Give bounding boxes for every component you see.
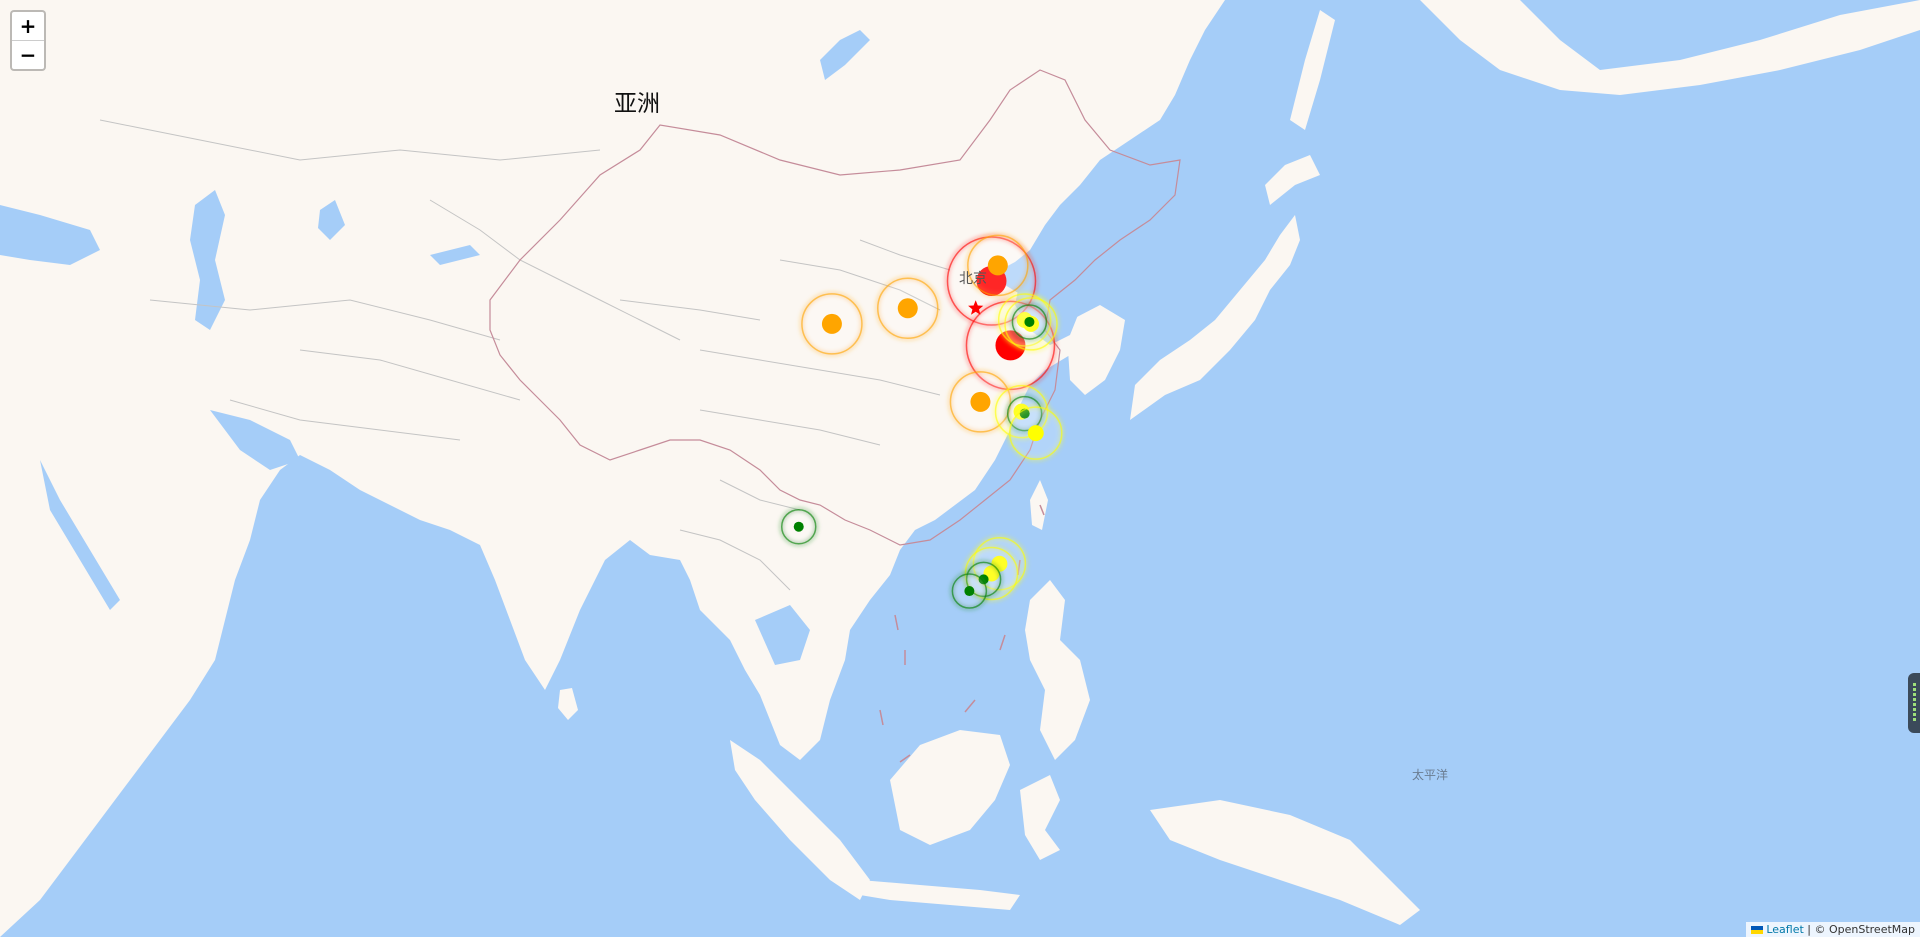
marker-sichuan-green[interactable]: [779, 507, 818, 546]
marker-ningxia[interactable]: [799, 291, 864, 356]
leaflet-link[interactable]: Leaflet: [1766, 923, 1804, 936]
marker-guangdong-green-dot: [964, 586, 975, 597]
zoom-control: + −: [10, 10, 46, 71]
capital-star-icon: [968, 300, 984, 315]
ukraine-flag-icon: [1751, 926, 1764, 934]
side-panel-toggle[interactable]: [1908, 673, 1920, 733]
city-label-beijing: 北京: [959, 271, 987, 287]
marker-guangdong-green[interactable]: [950, 572, 989, 611]
marker-sichuan-green-dot: [793, 521, 804, 532]
marker-henan-dot: [970, 391, 991, 412]
marker-bohai-green-dot: [1024, 316, 1035, 327]
marker-inner-mongolia-dot: [897, 298, 918, 319]
marker-hebei-north[interactable]: [965, 233, 1030, 298]
region-label-asia: 亚洲: [614, 91, 660, 117]
country-borders-layer: [99, 119, 951, 591]
marker-jiangsu-2-dot: [1027, 425, 1044, 442]
marker-bohai-green[interactable]: [1010, 302, 1049, 341]
attribution: Leaflet | © OpenStreetMap: [1746, 922, 1920, 937]
ocean-label-pacific: 太平洋: [1412, 768, 1449, 782]
zoom-in-button[interactable]: +: [12, 12, 44, 41]
nine-dash-line: [879, 504, 1045, 763]
china-border: [489, 69, 1181, 546]
attribution-text: | © OpenStreetMap: [1807, 923, 1915, 936]
marker-jiangsu-2[interactable]: [1007, 405, 1064, 462]
marker-inner-mongolia[interactable]: [875, 276, 940, 341]
marker-ningxia-dot: [821, 313, 842, 334]
zoom-out-button[interactable]: −: [19, 43, 37, 67]
marker-hebei-north-dot: [987, 255, 1008, 276]
